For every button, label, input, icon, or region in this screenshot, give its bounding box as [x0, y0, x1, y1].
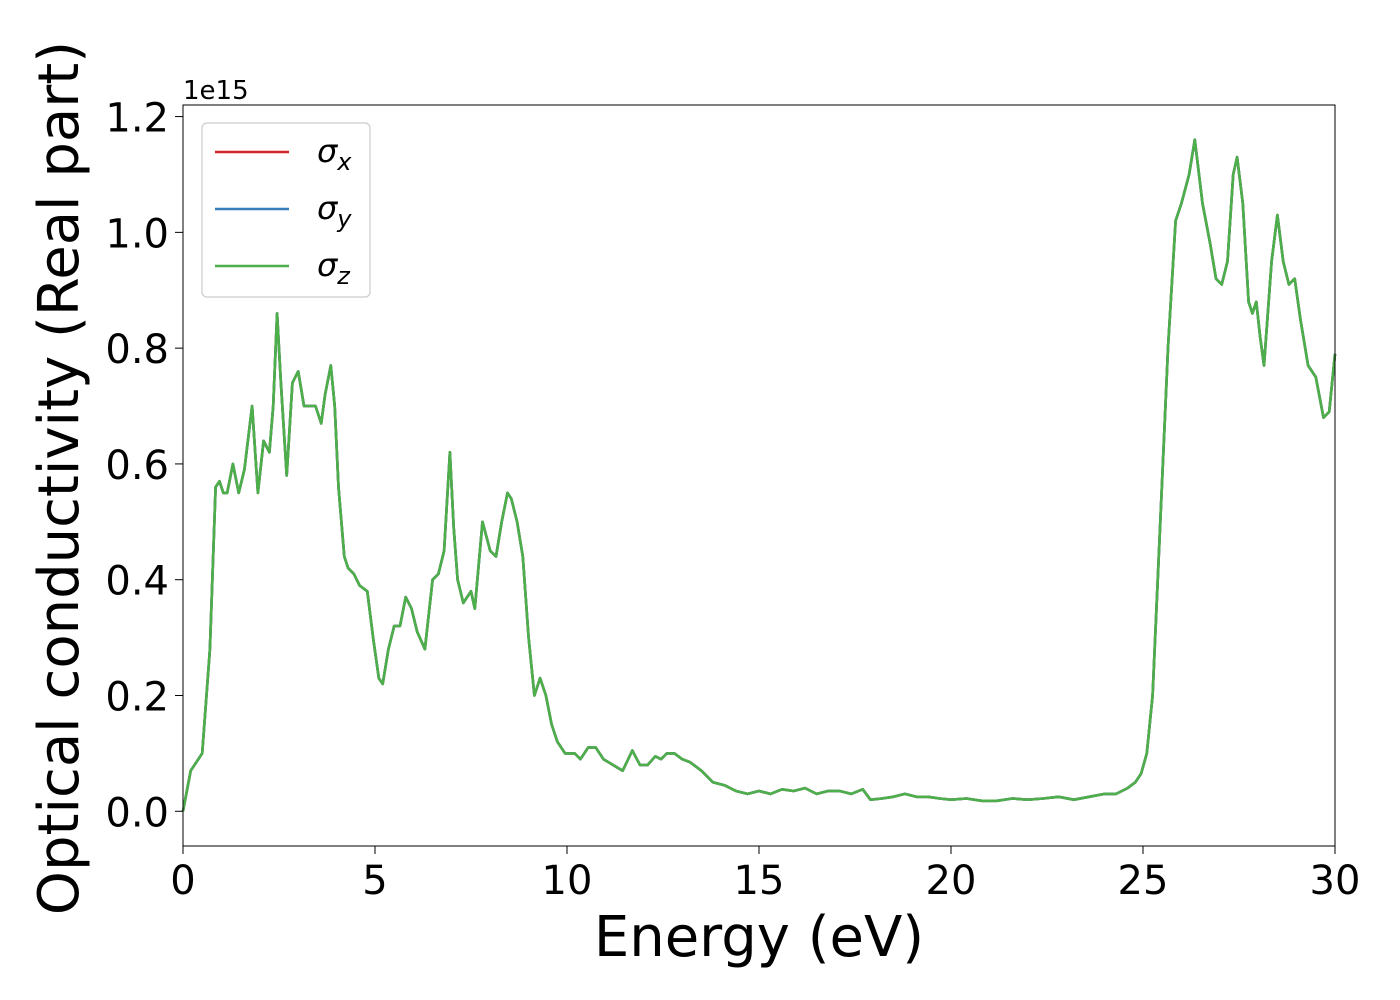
y-tick-label: 0.8 [105, 327, 169, 373]
y-tick-label: 1.0 [105, 211, 169, 257]
x-tick-label: 30 [1310, 858, 1361, 904]
y-tick-label: 0.0 [105, 790, 169, 836]
x-axis-ticks: 0 5 10 15 20 25 30 [170, 846, 1360, 904]
legend-label-2: σy [317, 189, 352, 233]
x-axis-label: Energy (eV) [594, 905, 924, 970]
plot-area [181, 138, 1337, 812]
x-tick-label: 5 [362, 858, 387, 904]
legend: σx σy σz [201, 122, 371, 298]
x-tick-label: 25 [1118, 858, 1169, 904]
y-tick-label: 0.6 [105, 443, 169, 489]
y-tick-label: 0.4 [105, 559, 169, 605]
y-tick-label: 1.2 [105, 96, 169, 142]
x-tick-label: 10 [542, 858, 593, 904]
legend-label-3: σz [317, 246, 351, 290]
x-tick-label: 15 [734, 858, 785, 904]
y-axis-label: Optical conductivity (Real part) [27, 41, 92, 915]
y-axis-ticks: 0.0 0.2 0.4 0.6 0.8 1.0 1.2 [105, 96, 183, 836]
legend-label-1: σx [317, 132, 352, 176]
y-offset-label: 1e15 [183, 76, 249, 106]
x-tick-label: 20 [926, 858, 977, 904]
x-tick-label: 0 [170, 858, 195, 904]
series-line-3 [181, 138, 1337, 812]
y-tick-label: 0.2 [105, 674, 169, 720]
